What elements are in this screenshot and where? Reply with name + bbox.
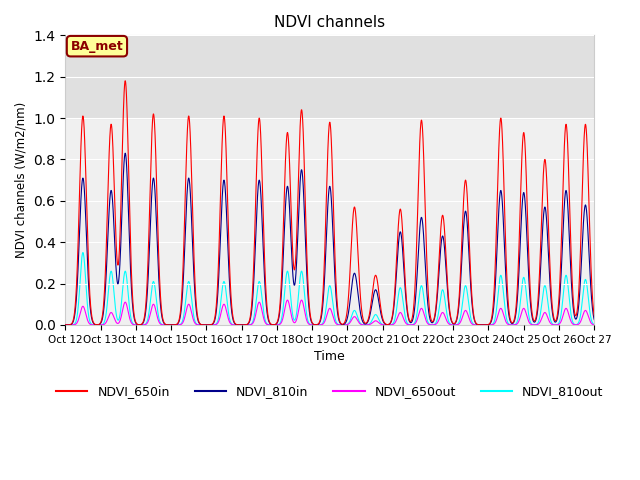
NDVI_650out [478, 322, 486, 328]
NDVI_650in [169, 322, 177, 328]
NDVI_810in [175, 320, 182, 325]
NDVI_650out [259, 314, 267, 320]
NDVI_810in [122, 150, 129, 156]
NDVI_650in [122, 78, 129, 84]
NDVI_650in [478, 322, 486, 328]
NDVI_650in [61, 322, 69, 328]
NDVI_810out [589, 320, 596, 325]
NDVI_810in [589, 305, 596, 311]
Legend: NDVI_650in, NDVI_810in, NDVI_650out, NDVI_810out: NDVI_650in, NDVI_810in, NDVI_650out, NDV… [51, 380, 609, 403]
NDVI_810in [259, 249, 267, 254]
NDVI_810in [169, 322, 177, 328]
NDVI_810out [175, 322, 182, 328]
Title: NDVI channels: NDVI channels [274, 15, 385, 30]
Y-axis label: NDVI channels (W/m2/nm): NDVI channels (W/m2/nm) [15, 102, 28, 258]
NDVI_810out [591, 322, 598, 327]
NDVI_650out [175, 322, 182, 328]
NDVI_650out [589, 322, 596, 327]
Line: NDVI_810out: NDVI_810out [65, 252, 595, 325]
NDVI_650in [259, 217, 267, 223]
NDVI_810in [403, 303, 410, 309]
NDVI_810in [478, 322, 486, 328]
Line: NDVI_810in: NDVI_810in [65, 153, 595, 325]
Text: BA_met: BA_met [70, 40, 124, 53]
NDVI_650in [403, 299, 410, 304]
NDVI_650in [175, 319, 182, 324]
NDVI_810out [169, 322, 177, 328]
NDVI_810out [259, 307, 267, 313]
NDVI_810in [591, 317, 598, 323]
NDVI_810out [61, 322, 69, 328]
NDVI_650in [591, 313, 598, 319]
NDVI_650in [589, 294, 596, 300]
Line: NDVI_650in: NDVI_650in [65, 81, 595, 325]
Line: NDVI_650out: NDVI_650out [65, 300, 595, 325]
NDVI_810out [79, 250, 87, 255]
X-axis label: Time: Time [314, 350, 345, 363]
NDVI_810out [403, 319, 410, 325]
NDVI_650out [284, 297, 291, 303]
NDVI_650out [61, 322, 69, 328]
NDVI_650out [403, 321, 410, 327]
Bar [65, 15, 595, 118]
NDVI_810in [61, 322, 69, 328]
NDVI_810out [478, 322, 486, 328]
NDVI_650out [169, 322, 177, 328]
NDVI_650out [591, 322, 598, 328]
